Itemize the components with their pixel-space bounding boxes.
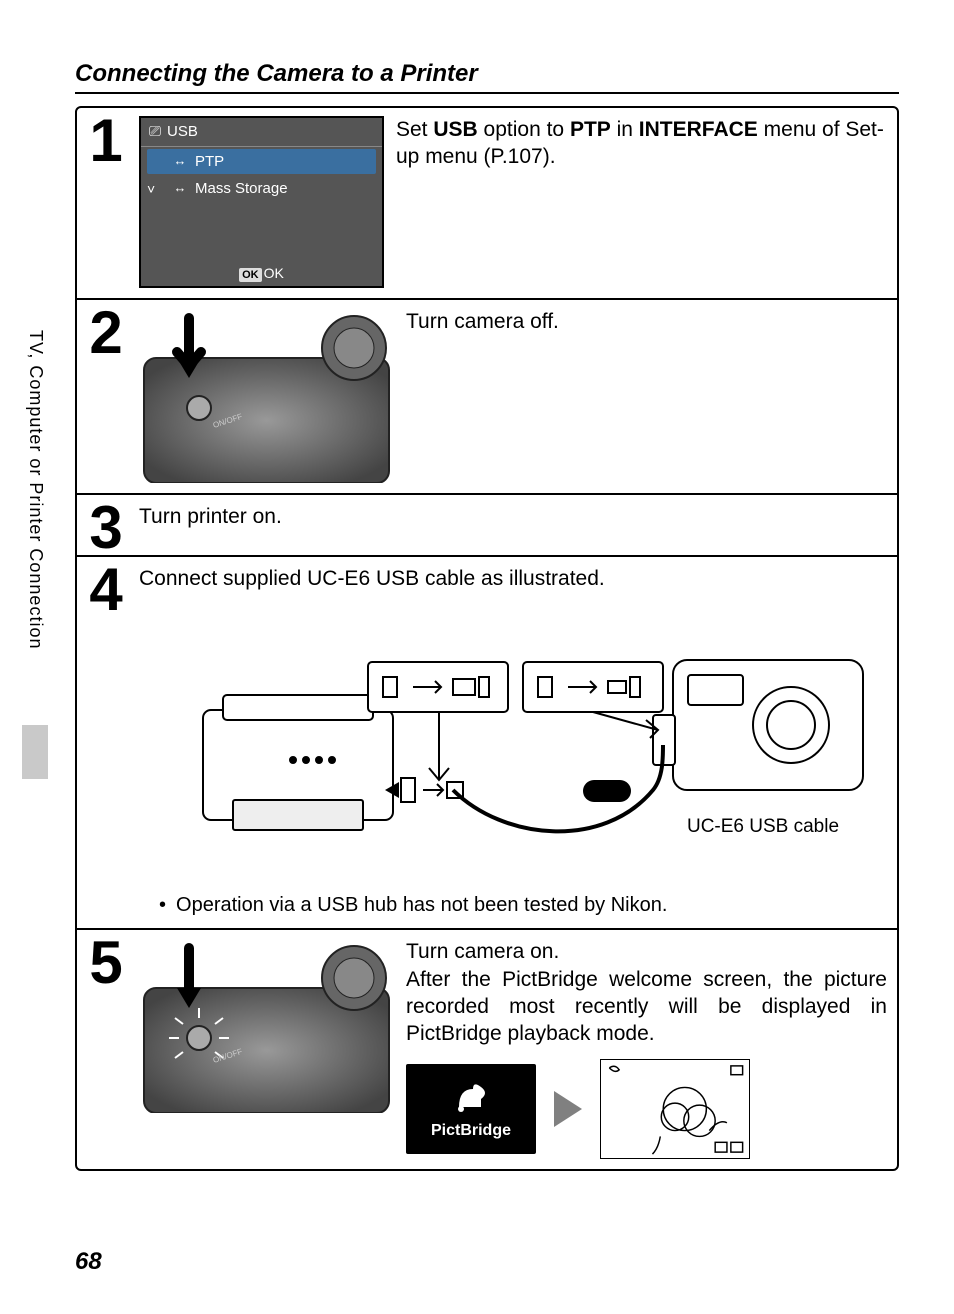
playback-thumbnail bbox=[600, 1059, 750, 1159]
step-5-lead: Turn camera on. bbox=[406, 938, 887, 965]
step-4-bullet: • Operation via a USB hub has not been t… bbox=[139, 892, 887, 918]
lcd-option-ptp: ↔ PTP bbox=[147, 149, 376, 175]
usb-cable-diagram: UC-E6 USB cable bbox=[139, 600, 887, 880]
step-4-text: Connect supplied UC-E6 USB cable as illu… bbox=[139, 565, 887, 592]
side-thumb-tab bbox=[22, 725, 48, 779]
step-2: 2 ON/OFF bbox=[77, 300, 897, 495]
step-5: 5 bbox=[77, 930, 897, 1169]
step-1-text: Set USB option to PTP in INTERFACE menu … bbox=[396, 116, 887, 288]
pictbridge-badge: PictBridge bbox=[406, 1064, 536, 1154]
step-number: 5 bbox=[77, 930, 135, 1169]
step-number: 3 bbox=[77, 495, 135, 555]
usb-icon: ⎚ bbox=[149, 122, 161, 142]
step-5-body: After the PictBridge welcome screen, the… bbox=[406, 966, 887, 1048]
step-1: 1 ⎚ USB ↔ PTP ↔ Mass Sto bbox=[77, 108, 897, 300]
section-title: Connecting the Camera to a Printer bbox=[75, 60, 899, 94]
camera-on-illustration: ON/OFF bbox=[139, 938, 394, 1113]
step-2-text: Turn camera off. bbox=[406, 308, 887, 483]
step-number: 1 bbox=[77, 108, 135, 298]
lcd-option-mass-storage: ↔ Mass Storage bbox=[141, 176, 382, 202]
steps-container: 1 ⎚ USB ↔ PTP ↔ Mass Sto bbox=[75, 106, 899, 1171]
step-3-text: Turn printer on. bbox=[135, 495, 897, 555]
bullet-dot: • bbox=[159, 892, 166, 918]
lcd-usb-menu: ⎚ USB ↔ PTP ↔ Mass Storage ˅ bbox=[139, 116, 384, 288]
page-number: 68 bbox=[75, 1248, 102, 1276]
arrow-right-icon bbox=[554, 1091, 582, 1127]
step-4: 4 Connect supplied UC-E6 USB cable as il… bbox=[77, 557, 897, 930]
lcd-ok-hint: OKOK bbox=[141, 264, 382, 282]
cable-label: UC-E6 USB cable bbox=[687, 816, 839, 837]
caret-down-icon: ˅ bbox=[147, 180, 155, 198]
step-3: 3 Turn printer on. bbox=[77, 495, 897, 557]
mass-storage-icon: ↔ bbox=[171, 180, 189, 197]
lcd-header-label: USB bbox=[167, 122, 198, 142]
camera-off-illustration: ON/OFF bbox=[139, 308, 394, 483]
pictbridge-label: PictBridge bbox=[431, 1121, 511, 1142]
step-number: 4 bbox=[77, 557, 135, 928]
pictbridge-icon bbox=[451, 1077, 491, 1117]
step-number: 2 bbox=[77, 300, 135, 493]
side-tab-label: TV, Computer or Printer Connection bbox=[25, 330, 46, 649]
ok-badge: OK bbox=[239, 268, 262, 282]
ptp-icon: ↔ bbox=[171, 153, 189, 170]
